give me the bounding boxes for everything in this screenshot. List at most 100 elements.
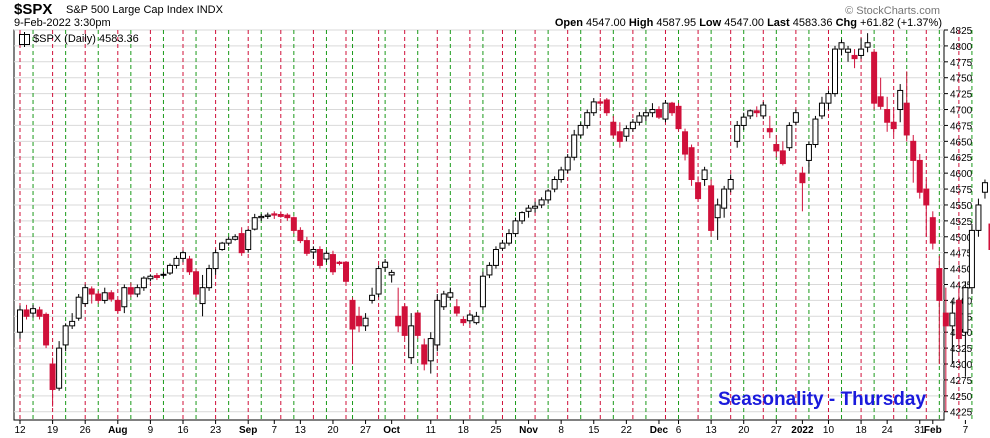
candle-body bbox=[871, 51, 878, 104]
candle-body bbox=[303, 240, 310, 254]
x-tick-label: 18 bbox=[458, 425, 470, 436]
candle-body bbox=[845, 48, 852, 53]
y-tick-label: 4550 bbox=[950, 201, 973, 212]
y-tick-label: 4475 bbox=[950, 249, 973, 260]
candle-body bbox=[734, 124, 741, 142]
x-tick-label: 10 bbox=[823, 425, 835, 436]
candle-body bbox=[369, 294, 376, 301]
x-tick-label: 22 bbox=[621, 425, 633, 436]
y-tick-label: 4525 bbox=[950, 217, 973, 228]
y-tick-label: 4450 bbox=[950, 265, 973, 276]
candle-body bbox=[310, 248, 317, 253]
x-tick-label: Feb bbox=[924, 425, 942, 436]
candle-body bbox=[323, 252, 330, 260]
candle-body bbox=[805, 144, 812, 161]
candle-body bbox=[727, 179, 734, 190]
candle-body bbox=[388, 271, 395, 276]
candle-body bbox=[929, 217, 936, 244]
candle-body bbox=[955, 299, 962, 340]
x-tick-label: 7 bbox=[963, 425, 969, 436]
candle-body bbox=[101, 292, 108, 301]
candle-body bbox=[923, 188, 930, 206]
candle-body bbox=[290, 217, 297, 231]
candle-body bbox=[975, 204, 982, 231]
candle-body bbox=[499, 242, 506, 249]
candle-body bbox=[343, 261, 349, 282]
symbol-label: $SPX bbox=[14, 1, 53, 18]
candle-body bbox=[271, 213, 278, 216]
candle-body bbox=[636, 115, 643, 123]
candle-body bbox=[662, 102, 669, 120]
candle-body bbox=[688, 147, 695, 181]
candle-body bbox=[949, 312, 956, 327]
candle-body bbox=[838, 42, 845, 50]
x-tick-label: 20 bbox=[327, 425, 339, 436]
x-tick-label: 11 bbox=[426, 425, 437, 436]
candle-body bbox=[577, 124, 584, 136]
chg-label: Chg bbox=[835, 17, 857, 29]
candle-body bbox=[356, 315, 363, 327]
candle-body bbox=[512, 220, 519, 235]
candle-body bbox=[981, 182, 988, 193]
last-value: 4583.36 bbox=[792, 17, 833, 29]
candle-body bbox=[571, 134, 578, 158]
x-tick-label: Aug bbox=[108, 425, 127, 436]
candle-body bbox=[473, 315, 480, 324]
candle-body bbox=[349, 299, 356, 330]
x-tick-label: 13 bbox=[706, 425, 718, 436]
candle-body bbox=[17, 309, 23, 333]
x-tick-label: 8 bbox=[558, 425, 564, 436]
candle-body bbox=[434, 299, 441, 346]
candle-body bbox=[36, 309, 43, 317]
candle-body bbox=[284, 214, 291, 219]
candle-body bbox=[401, 306, 408, 336]
candle-body bbox=[890, 121, 897, 130]
x-tick-label: 27 bbox=[771, 425, 783, 436]
y-tick-label: 4600 bbox=[950, 169, 973, 180]
candle-body bbox=[584, 112, 591, 126]
candle-body bbox=[460, 318, 467, 324]
candle-body bbox=[818, 102, 825, 117]
y-tick-label: 4750 bbox=[950, 74, 973, 85]
candle-body bbox=[786, 124, 793, 149]
y-tick-label: 4825 bbox=[950, 26, 973, 37]
candle-body bbox=[877, 96, 884, 107]
y-tick-label: 4225 bbox=[950, 408, 973, 419]
candle-body bbox=[193, 271, 200, 295]
low-value: 4547.00 bbox=[724, 17, 765, 29]
candle-body bbox=[453, 306, 460, 314]
x-tick-label: 15 bbox=[588, 425, 600, 436]
y-tick-label: 4775 bbox=[950, 58, 973, 69]
candle-body bbox=[649, 109, 656, 114]
seasonality-annotation: Seasonality - Thursday bbox=[718, 389, 927, 410]
candle-body bbox=[590, 101, 597, 114]
high-value: 4587.95 bbox=[656, 17, 697, 29]
candle-body bbox=[910, 140, 917, 161]
high-label: High bbox=[628, 17, 654, 29]
x-tick-label: Oct bbox=[383, 425, 400, 436]
candle-body bbox=[492, 248, 499, 266]
y-tick-label: 4650 bbox=[950, 137, 973, 148]
candle-body bbox=[564, 156, 571, 171]
candle-body bbox=[864, 42, 871, 48]
candle-body bbox=[329, 254, 336, 273]
symbol-description: S&P 500 Large Cap Index INDX bbox=[66, 4, 223, 16]
candle-body bbox=[903, 102, 910, 136]
candle-body bbox=[525, 207, 532, 212]
candle-legend-icon bbox=[19, 31, 30, 47]
x-tick-label: 27 bbox=[360, 425, 372, 436]
candle-body bbox=[760, 104, 767, 117]
candle-body bbox=[942, 312, 949, 327]
candle-body bbox=[414, 312, 421, 336]
candle-body bbox=[897, 89, 904, 111]
candle-body bbox=[134, 287, 141, 295]
candle-body bbox=[532, 205, 539, 209]
candle-body bbox=[49, 363, 56, 390]
y-tick-label: 4700 bbox=[950, 106, 973, 117]
x-tick-label: 9 bbox=[148, 425, 154, 436]
candle-body bbox=[245, 229, 252, 250]
candle-body bbox=[56, 347, 63, 389]
x-tick-label: Dec bbox=[650, 425, 669, 436]
quote-date: 9-Feb-2022 3:30pm bbox=[14, 17, 111, 29]
x-tick-label: 2022 bbox=[791, 425, 814, 436]
